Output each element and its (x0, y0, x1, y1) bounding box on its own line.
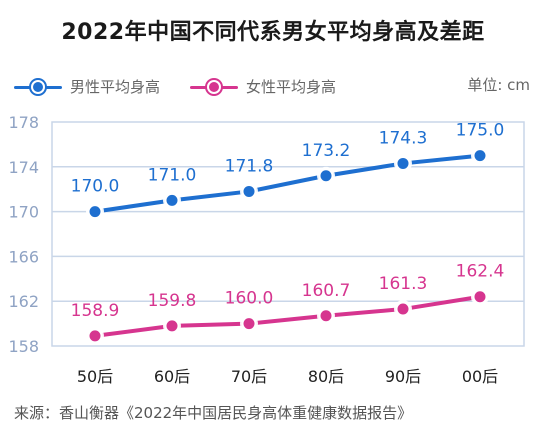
y-tick-label: 178 (8, 113, 39, 132)
x-tick-label: 00后 (462, 367, 498, 386)
data-label: 160.0 (225, 289, 274, 309)
data-label: 161.3 (379, 274, 428, 294)
data-label: 170.0 (71, 177, 120, 197)
data-label: 162.4 (456, 262, 505, 282)
data-point (164, 318, 180, 334)
legend-label-female: 女性平均身高 (246, 78, 337, 96)
data-point (318, 168, 334, 184)
unit-label: 单位: cm (467, 76, 530, 94)
series-line-0 (93, 153, 482, 214)
data-label: 160.7 (302, 281, 351, 301)
x-tick-label: 50后 (77, 367, 113, 386)
data-point (472, 148, 488, 164)
legend-label-male: 男性平均身高 (70, 78, 161, 96)
legend-swatch-male (14, 79, 62, 94)
legend-item-male: 男性平均身高 (14, 76, 160, 97)
x-tick-label: 80后 (308, 367, 344, 386)
data-point (241, 316, 257, 332)
data-label: 174.3 (379, 128, 428, 148)
data-label: 159.8 (148, 291, 197, 311)
y-tick-label: 162 (8, 292, 39, 311)
data-label: 173.2 (302, 141, 351, 161)
chart-title: 2022年中国不同代系男女平均身高及差距 (61, 20, 485, 45)
data-point (395, 155, 411, 171)
data-point (241, 183, 257, 199)
data-point (87, 204, 103, 220)
legend: 男性平均身高 女性平均身高 (14, 76, 366, 97)
x-tick-label: 90后 (385, 367, 421, 386)
x-tick-label: 60后 (154, 367, 190, 386)
data-point (87, 328, 103, 344)
y-tick-label: 170 (8, 203, 39, 222)
legend-item-female: 女性平均身高 (190, 76, 336, 97)
data-point (472, 289, 488, 305)
data-point (318, 308, 334, 324)
data-point (395, 301, 411, 317)
source-note: 来源：香山衡器《2022年中国居民身高体重健康数据报告》 (14, 404, 413, 422)
legend-swatch-female (190, 79, 239, 94)
data-label: 171.8 (225, 156, 274, 176)
y-tick-label: 166 (8, 247, 39, 266)
data-label: 175.0 (456, 121, 505, 141)
plot-area (51, 121, 525, 347)
series-line-1 (93, 294, 482, 338)
x-tick-label: 70后 (231, 367, 267, 386)
y-tick-label: 174 (8, 158, 39, 177)
y-tick-label: 158 (8, 337, 39, 356)
data-label: 158.9 (71, 301, 120, 321)
data-point (164, 192, 180, 208)
data-label: 171.0 (148, 165, 197, 185)
